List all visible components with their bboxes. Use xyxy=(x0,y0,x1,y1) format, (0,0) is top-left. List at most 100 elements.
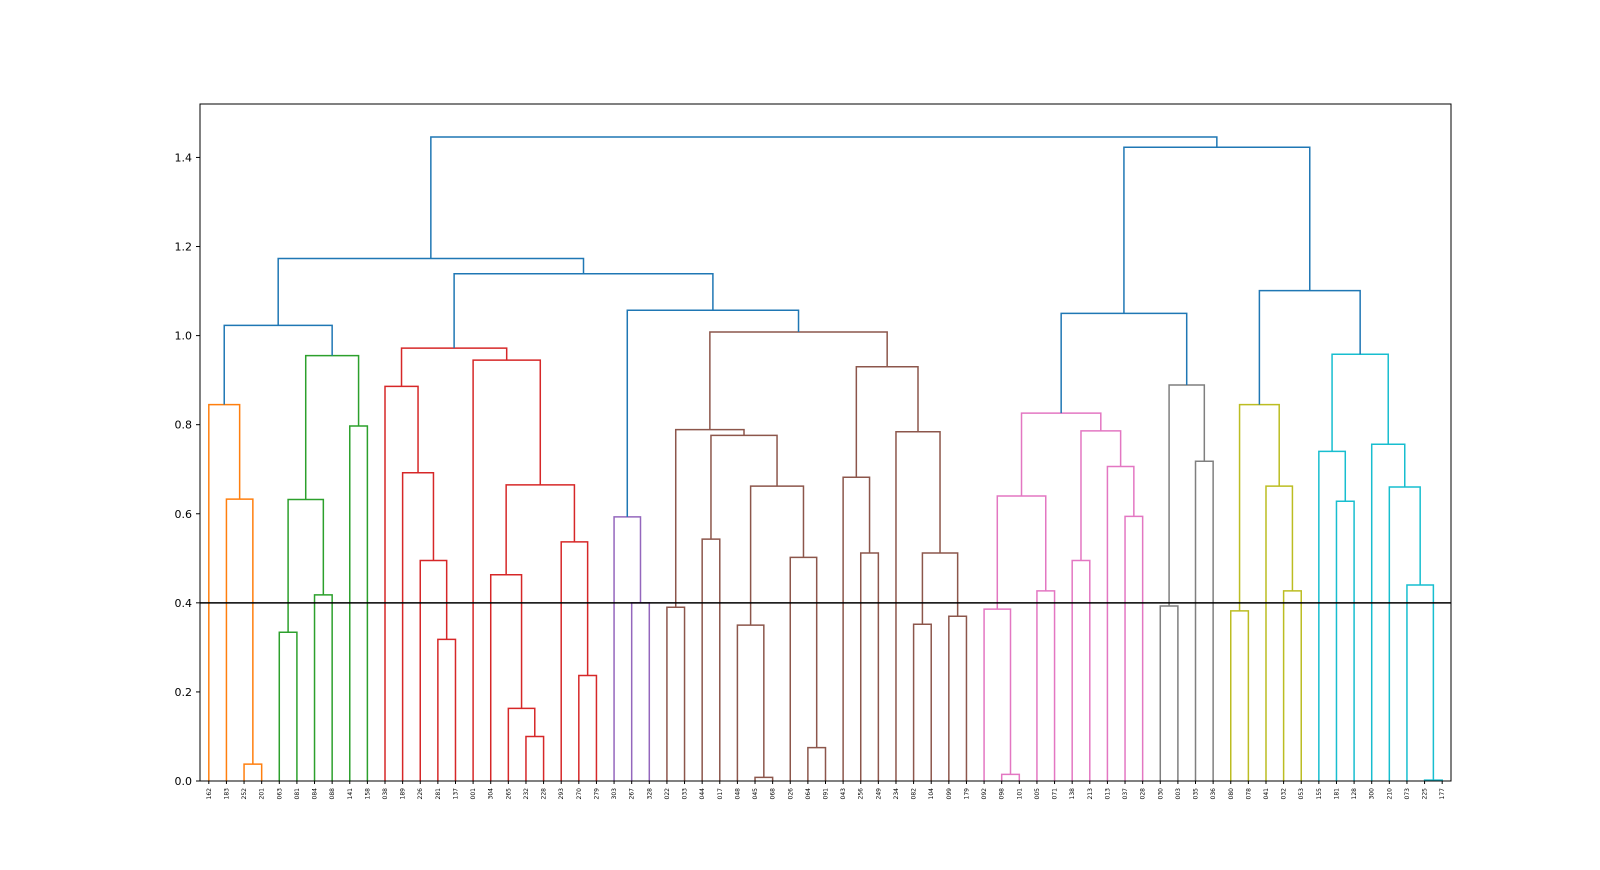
dendrogram-link-60 xyxy=(1335,500,1355,781)
leaf-label: 032 xyxy=(1281,788,1288,800)
leaf-label: 181 xyxy=(1333,788,1340,800)
dendrogram-link-4 xyxy=(313,594,333,781)
leaf-label: 281 xyxy=(435,788,442,800)
leaf-label: 300 xyxy=(1369,788,1376,800)
leaf-label: 328 xyxy=(646,788,653,800)
leaf-label: 017 xyxy=(717,788,724,800)
leaf-label: 073 xyxy=(1404,788,1411,800)
leaf-label: 256 xyxy=(858,788,865,800)
dendrogram-link-65 xyxy=(1370,443,1406,781)
leaf-label: 137 xyxy=(452,788,459,800)
leaf-label: 179 xyxy=(963,788,970,800)
dendrogram-link-56 xyxy=(1230,610,1250,781)
leaf-label: 030 xyxy=(1157,788,1164,800)
leaf-label: 001 xyxy=(470,788,477,800)
dendrogram-link-18 xyxy=(505,484,576,575)
leaf-label: 044 xyxy=(699,788,706,800)
dendrogram-link-38 xyxy=(855,366,919,478)
dendrogram-link-45 xyxy=(1036,590,1056,781)
ytick-label: 0.2 xyxy=(175,686,193,699)
dendrogram-link-15 xyxy=(489,574,523,781)
leaf-label: 028 xyxy=(1140,788,1147,800)
leaf-label: 249 xyxy=(875,788,882,800)
leaf-label: 043 xyxy=(840,788,847,800)
dendrogram-link-48 xyxy=(1124,515,1144,781)
dendrogram-link-54 xyxy=(1168,384,1206,606)
dendrogram-link-59 xyxy=(1238,403,1280,611)
ytick-label: 0.8 xyxy=(175,419,193,432)
dendrogram-link-20 xyxy=(400,347,508,387)
dendrogram-link-7 xyxy=(304,354,360,500)
dendrogram-link-51 xyxy=(1020,412,1102,496)
dendrogram-link-36 xyxy=(921,552,959,625)
dendrogram-link-64 xyxy=(1388,486,1421,781)
leaf-label: 037 xyxy=(1122,788,1129,800)
dendrogram-link-5 xyxy=(287,498,325,633)
dendrogram-link-55 xyxy=(1060,312,1188,414)
dendrogram-link-10 xyxy=(419,559,448,781)
dendrogram-link-63 xyxy=(1406,584,1435,781)
dendrogram-link-40 xyxy=(626,309,800,517)
dendrogram-link-61 xyxy=(1318,450,1347,781)
leaf-label: 013 xyxy=(1104,788,1111,800)
dendrogram-link-24 xyxy=(701,538,721,781)
ytick-label: 0.0 xyxy=(175,775,193,788)
dendrogram-link-52 xyxy=(1159,605,1179,781)
dendrogram-link-67 xyxy=(1258,289,1361,405)
dendrogram-link-2 xyxy=(208,403,241,781)
ytick-label: 1.2 xyxy=(175,241,193,254)
leaf-label: 084 xyxy=(312,788,319,800)
ytick-label: 1.0 xyxy=(175,330,193,343)
leaf-label: 078 xyxy=(1245,788,1252,800)
dendrogram-link-12 xyxy=(384,385,419,781)
leaf-label: 101 xyxy=(1016,788,1023,800)
dendrogram-link-47 xyxy=(1071,559,1091,781)
leaf-label: 210 xyxy=(1386,788,1393,800)
dendrogram-link-0 xyxy=(243,763,263,781)
dendrogram-link-68 xyxy=(1123,146,1311,314)
leaf-label: 155 xyxy=(1316,788,1323,800)
leaf-label: 071 xyxy=(1052,788,1059,800)
leaf-label: 026 xyxy=(787,788,794,800)
dendrogram-link-23 xyxy=(666,606,686,781)
dendrogram-link-22 xyxy=(613,516,642,781)
dendrogram-link-37 xyxy=(895,431,941,781)
leaf-label: 045 xyxy=(752,788,759,800)
dendrogram-link-42 xyxy=(277,257,585,326)
dendrogram-link-11 xyxy=(401,472,435,781)
ytick-label: 0.4 xyxy=(175,597,193,610)
leaf-label: 158 xyxy=(364,788,371,800)
leaf-label: 234 xyxy=(893,788,900,800)
leaf-label: 128 xyxy=(1351,788,1358,800)
dendrogram-link-53 xyxy=(1194,460,1214,781)
dendrogram-link-8 xyxy=(223,324,333,405)
leaf-label: 092 xyxy=(981,788,988,800)
dendrogram-link-26 xyxy=(736,624,765,781)
ytick-label: 1.4 xyxy=(175,151,193,164)
dendrogram-link-25 xyxy=(754,776,774,781)
leaf-label: 293 xyxy=(558,788,565,800)
x-axis: 162 183 252 201 063 081 084 088 141 158 038 189 226 2… xyxy=(206,781,1446,799)
dendrogram-link-69 xyxy=(430,136,1218,259)
leaf-label: 033 xyxy=(682,788,689,800)
dendrogram-link-58 xyxy=(1265,485,1294,781)
leaf-label: 080 xyxy=(1228,788,1235,800)
leaf-label: 252 xyxy=(241,788,248,800)
leaf-label: 189 xyxy=(400,788,407,800)
leaf-label: 038 xyxy=(382,788,389,800)
leaf-label: 141 xyxy=(347,788,354,800)
plot-frame xyxy=(199,103,1452,782)
leaf-label: 303 xyxy=(611,788,618,800)
leaf-label: 005 xyxy=(1034,788,1041,800)
dendrogram-link-29 xyxy=(749,485,805,626)
leaf-label: 041 xyxy=(1263,788,1270,800)
dendrogram-link-49 xyxy=(1106,465,1135,781)
dendrogram-link-14 xyxy=(507,707,536,781)
dendrogram-link-50 xyxy=(1080,430,1122,561)
ytick-label: 0.6 xyxy=(175,508,193,521)
leaf-label: 228 xyxy=(541,788,548,800)
leaf-label: 177 xyxy=(1439,788,1446,800)
leaf-label: 162 xyxy=(206,788,213,800)
y-axis: 0.0 0.2 0.4 0.6 0.8 1.0 1.2 1.4 xyxy=(175,151,200,788)
